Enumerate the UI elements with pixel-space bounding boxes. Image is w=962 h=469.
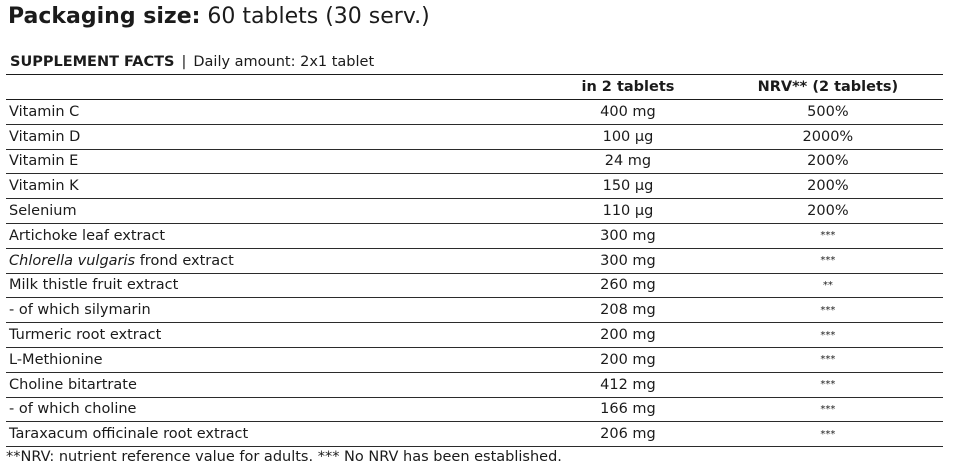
table-row: Chlorella vulgaris frond extract 300 mg …: [6, 248, 943, 274]
ingredient-amount: 200 mg: [543, 347, 710, 373]
ingredient-amount: 260 mg: [543, 273, 710, 299]
table-row: Taraxacum officinale root extract 206 mg…: [6, 421, 943, 448]
ingredient-nrv: ***: [709, 347, 943, 373]
ingredient-name: Vitamin K: [6, 173, 544, 200]
ingredient-name-italic: Chlorella vulgaris: [9, 252, 136, 269]
nrv-footnote: **NRV: nutrient reference value for adul…: [6, 449, 562, 465]
table-row: Selenium 110 µg 200%: [6, 198, 943, 224]
ingredient-nrv: 2000%: [709, 124, 943, 150]
table-row: Vitamin C 400 mg 500%: [6, 99, 943, 125]
ingredient-name: Choline bitartrate: [6, 372, 544, 398]
table-row: Vitamin K 150 µg 200%: [6, 173, 943, 200]
ingredient-name-rest: frond extract: [135, 252, 234, 269]
ingredient-amount: 300 mg: [543, 248, 710, 274]
table-row: Turmeric root extract 200 mg ***: [6, 322, 943, 348]
ingredient-name: Selenium: [6, 198, 544, 224]
packaging-size-label: Packaging size:: [8, 4, 201, 29]
table-row: Artichoke leaf extract 300 mg ***: [6, 223, 943, 249]
ingredient-nrv: ***: [709, 322, 943, 348]
packaging-size: Packaging size: 60 tablets (30 serv.): [8, 2, 430, 32]
header-separator: |: [181, 54, 187, 70]
ingredient-name: L-Methionine: [6, 347, 544, 373]
ingredient-amount: 24 mg: [543, 149, 710, 175]
supplement-facts-header: SUPPLEMENT FACTS | Daily amount: 2x1 table…: [10, 52, 374, 72]
table-row: Milk thistle fruit extract 260 mg **: [6, 273, 943, 299]
supplement-facts-table: in 2 tablets NRV** (2 tablets) Vitamin C…: [6, 74, 943, 448]
ingredient-name: Milk thistle fruit extract: [6, 273, 544, 299]
ingredient-name: - of which choline: [6, 397, 544, 423]
ingredient-nrv: 500%: [709, 99, 943, 125]
ingredient-nrv: ***: [709, 372, 943, 398]
column-header-ingredient: [6, 74, 544, 100]
column-header-nrv: NRV** (2 tablets): [709, 74, 943, 100]
ingredient-amount: 150 µg: [543, 173, 710, 200]
ingredient-amount: 412 mg: [543, 372, 710, 398]
ingredient-amount: 200 mg: [543, 322, 710, 348]
ingredient-nrv: ***: [709, 421, 943, 448]
supplement-facts-title: SUPPLEMENT FACTS: [10, 54, 175, 70]
ingredient-nrv: ***: [709, 248, 943, 274]
table-row: Vitamin E 24 mg 200%: [6, 149, 943, 175]
ingredient-amount: 100 µg: [543, 124, 710, 150]
ingredient-nrv: **: [709, 273, 943, 299]
ingredient-nrv: ***: [709, 223, 943, 249]
ingredient-nrv: 200%: [709, 173, 943, 200]
ingredient-amount: 300 mg: [543, 223, 710, 249]
column-header-amount: in 2 tablets: [543, 74, 710, 100]
ingredient-name: Artichoke leaf extract: [6, 223, 544, 249]
table-row: L-Methionine 200 mg ***: [6, 347, 943, 373]
ingredient-nrv: ***: [709, 397, 943, 423]
ingredient-name: Vitamin C: [6, 99, 544, 125]
table-row: Choline bitartrate 412 mg ***: [6, 372, 943, 398]
ingredient-name: Turmeric root extract: [6, 322, 544, 348]
table-row: - of which choline 166 mg ***: [6, 397, 943, 423]
ingredient-nrv: 200%: [709, 198, 943, 224]
ingredient-amount: 400 mg: [543, 99, 710, 125]
table-row: Vitamin D 100 µg 2000%: [6, 124, 943, 150]
ingredient-nrv: 200%: [709, 149, 943, 175]
ingredient-name: Vitamin D: [6, 124, 544, 150]
ingredient-name: Taraxacum officinale root extract: [6, 421, 544, 448]
daily-amount: Daily amount: 2x1 tablet: [193, 54, 375, 70]
ingredient-amount: 110 µg: [543, 198, 710, 224]
ingredient-name: Chlorella vulgaris frond extract: [6, 248, 544, 274]
ingredient-nrv: ***: [709, 297, 943, 324]
packaging-size-value: 60 tablets (30 serv.): [207, 4, 430, 29]
table-row: - of which silymarin 208 mg ***: [6, 297, 943, 324]
ingredient-amount: 208 mg: [543, 297, 710, 324]
ingredient-name: Vitamin E: [6, 149, 544, 175]
table-header-row: in 2 tablets NRV** (2 tablets): [6, 74, 943, 100]
ingredient-name: - of which silymarin: [6, 297, 544, 324]
ingredient-amount: 206 mg: [543, 421, 710, 448]
ingredient-amount: 166 mg: [543, 397, 710, 423]
